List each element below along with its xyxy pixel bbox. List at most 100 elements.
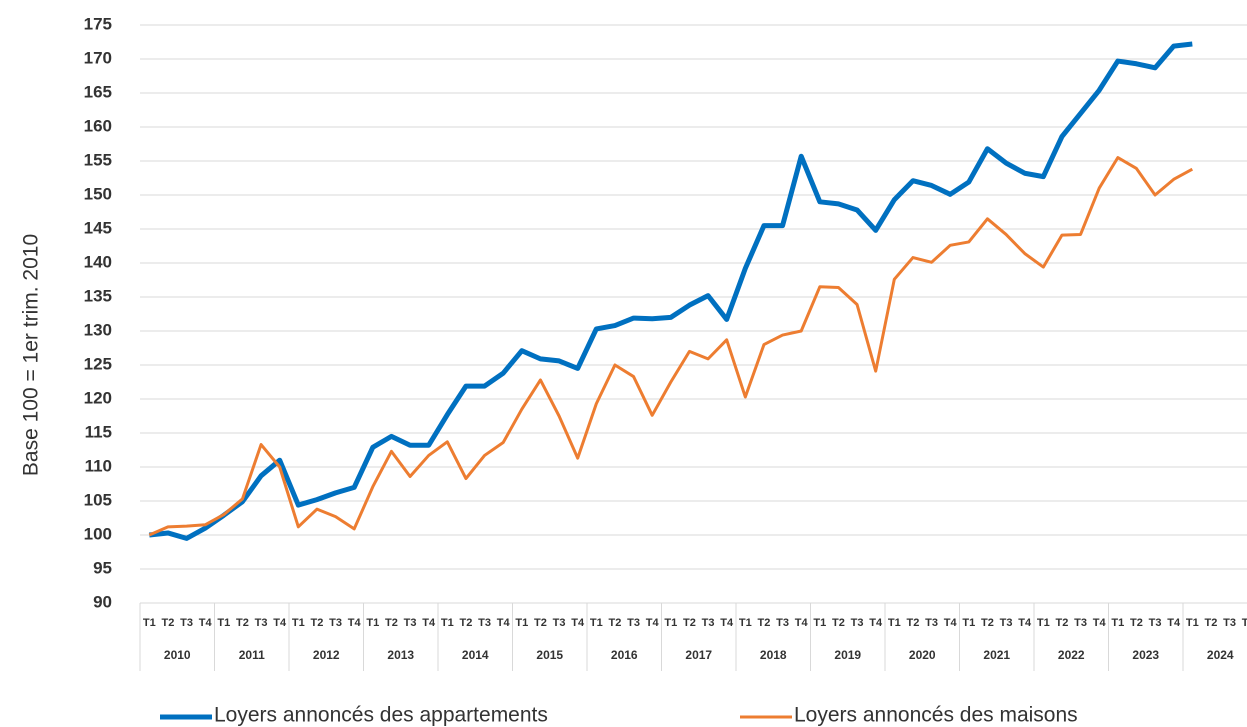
x-tick-label: T4 <box>795 617 809 629</box>
y-tick-label: 120 <box>84 388 112 407</box>
group-label: 2017 <box>685 648 712 662</box>
x-tick-label: T2 <box>609 617 622 629</box>
series-line <box>149 41 1193 541</box>
x-tick-label: T4 <box>571 617 585 629</box>
group-label: 2014 <box>462 648 489 662</box>
x-tick-label: T2 <box>534 617 547 629</box>
x-tick-label: T2 <box>981 617 994 629</box>
x-tick-label: T4 <box>1093 617 1107 629</box>
x-tick-label: T4 <box>1167 617 1181 629</box>
group-label: 2010 <box>164 648 191 662</box>
x-tick-label: T3 <box>553 617 566 629</box>
y-tick-label: 105 <box>84 490 112 509</box>
y-tick-label: 100 <box>84 524 112 543</box>
legend-label: Loyers annoncés des maisons <box>794 704 1078 727</box>
x-tick-label: T2 <box>385 617 398 629</box>
x-tick-label: T3 <box>702 617 715 629</box>
x-tick-label: T1 <box>1111 617 1124 629</box>
x-tick-label: T3 <box>627 617 640 629</box>
group-label: 2024 <box>1207 648 1234 662</box>
x-tick-label: T1 <box>1037 617 1050 629</box>
x-tick-label: T4 <box>199 617 213 629</box>
x-tick-label: T1 <box>143 617 156 629</box>
x-tick-label: T3 <box>180 617 193 629</box>
x-tick-label: T1 <box>739 617 752 629</box>
x-tick-label: T2 <box>1205 617 1218 629</box>
x-tick-label: T2 <box>832 617 845 629</box>
group-label: 2023 <box>1132 648 1159 662</box>
x-tick-label: T1 <box>664 617 677 629</box>
x-tick-label: T3 <box>1000 617 1013 629</box>
x-tick-label: T2 <box>236 617 249 629</box>
x-tick-label: T3 <box>255 617 268 629</box>
x-tick-label: T1 <box>888 617 901 629</box>
y-tick-label: 125 <box>84 354 112 373</box>
x-tick-label: T1 <box>292 617 305 629</box>
x-tick-label: T4 <box>944 617 958 629</box>
x-tick-label: T4 <box>1018 617 1032 629</box>
x-tick-label: T4 <box>1242 617 1247 629</box>
x-tick-label: T3 <box>478 617 491 629</box>
group-label: 2020 <box>909 648 936 662</box>
y-tick-label: 90 <box>93 592 112 611</box>
group-label: 2015 <box>536 648 563 662</box>
x-tick-label: T3 <box>851 617 864 629</box>
x-tick-label: T2 <box>907 617 920 629</box>
y-tick-label: 160 <box>84 116 112 135</box>
y-tick-label: 150 <box>84 184 112 203</box>
y-tick-label: 170 <box>84 48 112 67</box>
x-tick-label: T1 <box>217 617 230 629</box>
group-label: 2011 <box>239 648 265 662</box>
y-tick-label: 110 <box>85 456 112 475</box>
group-label: 2018 <box>760 648 787 662</box>
x-tick-label: T1 <box>515 617 528 629</box>
x-tick-label: T4 <box>869 617 883 629</box>
x-tick-label: T3 <box>329 617 342 629</box>
x-tick-label: T2 <box>683 617 696 629</box>
x-tick-label: T3 <box>776 617 789 629</box>
y-axis-label: Base 100 = 1er trim. 2010 <box>20 234 43 476</box>
x-tick-label: T3 <box>1149 617 1162 629</box>
x-tick-label: T2 <box>162 617 175 629</box>
x-tick-label: T4 <box>720 617 734 629</box>
x-tick-label: T2 <box>460 617 473 629</box>
y-tick-label: 95 <box>93 558 112 577</box>
x-tick-label: T4 <box>646 617 660 629</box>
group-label: 2012 <box>313 648 340 662</box>
group-label: 2013 <box>387 648 414 662</box>
group-label: 2016 <box>611 648 638 662</box>
x-tick-label: T2 <box>311 617 324 629</box>
x-tick-label: T3 <box>404 617 417 629</box>
y-tick-label: 140 <box>84 252 112 271</box>
x-tick-label: T4 <box>273 617 287 629</box>
x-tick-label: T4 <box>422 617 436 629</box>
y-tick-label: 145 <box>84 218 112 237</box>
group-label: 2019 <box>834 648 861 662</box>
x-tick-label: T1 <box>962 617 975 629</box>
y-tick-label: 115 <box>85 422 112 441</box>
y-tick-label: 130 <box>84 320 112 339</box>
x-tick-label: T4 <box>348 617 362 629</box>
y-tick-label: 155 <box>84 150 112 169</box>
x-tick-label: T3 <box>925 617 938 629</box>
x-tick-label: T3 <box>1223 617 1236 629</box>
x-tick-label: T2 <box>758 617 771 629</box>
y-tick-label: 135 <box>84 286 112 305</box>
y-tick-label: 165 <box>84 82 112 101</box>
series-line <box>148 156 1194 537</box>
x-tick-label: T4 <box>497 617 511 629</box>
x-tick-label: T1 <box>366 617 379 629</box>
group-label: 2022 <box>1058 648 1085 662</box>
x-tick-label: T2 <box>1056 617 1069 629</box>
x-tick-label: T1 <box>813 617 826 629</box>
x-tick-label: T3 <box>1074 617 1087 629</box>
x-tick-label: T1 <box>1186 617 1199 629</box>
x-tick-label: T1 <box>441 617 454 629</box>
y-tick-label: 175 <box>84 14 112 33</box>
x-tick-label: T2 <box>1130 617 1143 629</box>
legend-label: Loyers annoncés des appartements <box>214 704 548 727</box>
group-label: 2021 <box>983 648 1010 662</box>
x-tick-label: T1 <box>590 617 603 629</box>
